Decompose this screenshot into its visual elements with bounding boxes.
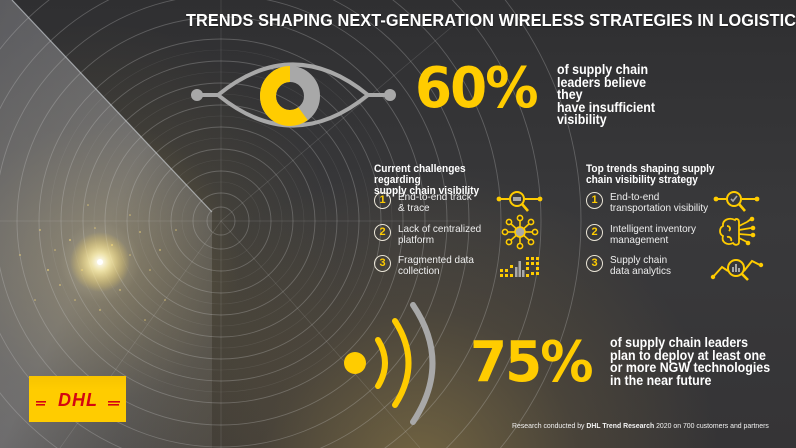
challenge-item-3: 3 Fragmented data collection bbox=[374, 255, 478, 277]
trend-item-3: 3 Supply chain data analytics bbox=[586, 255, 674, 277]
trend-item-1: 1 End-to-end transportation visibility bbox=[586, 192, 713, 214]
number-badge: 3 bbox=[374, 255, 391, 272]
analytics-magnifier-icon bbox=[710, 259, 764, 281]
desc-line: leaders believe they bbox=[557, 74, 647, 102]
dhl-wordmark-icon: DHL bbox=[35, 390, 120, 409]
challenges-title: Current challenges regarding supply chai… bbox=[374, 164, 512, 197]
footnote-suffix: 2020 on 700 customers and partners bbox=[654, 421, 769, 430]
desc-line: in the near future bbox=[610, 372, 712, 388]
track-trace-magnifier-icon bbox=[496, 191, 543, 212]
item-text: End-to-end transportation visibility bbox=[610, 192, 708, 214]
title-line: supply chain visibility bbox=[374, 185, 480, 197]
item-text: Lack of centralized platform bbox=[398, 224, 481, 246]
item-line: Lack of centralized bbox=[398, 223, 482, 235]
stat-ngw-value: 75% bbox=[470, 330, 594, 395]
desc-line: of supply chain leaders bbox=[610, 335, 749, 350]
number-badge: 2 bbox=[586, 224, 603, 241]
item-text: Supply chain data analytics bbox=[610, 255, 671, 277]
fragmented-data-grid-icon bbox=[500, 257, 539, 277]
transport-visibility-magnifier-icon bbox=[713, 191, 760, 212]
title-line: chain visibility strategy bbox=[586, 174, 698, 186]
desc-line: or more NGW technologies bbox=[610, 360, 771, 375]
number-badge: 1 bbox=[374, 192, 391, 209]
svg-text:DHL: DHL bbox=[58, 390, 98, 409]
challenge-item-1: 1 End-to-end track & trace bbox=[374, 192, 476, 214]
item-line: Intelligent inventory bbox=[610, 223, 696, 235]
trend-item-2: 2 Intelligent inventory management bbox=[586, 224, 700, 246]
desc-line: of supply chain bbox=[557, 62, 649, 77]
desc-line: plan to deploy at least one bbox=[610, 347, 766, 363]
stat-visibility-value: 60% bbox=[415, 56, 539, 121]
trends-title: Top trends shaping supply chain visibili… bbox=[586, 164, 724, 186]
brain-circuit-icon bbox=[719, 216, 756, 246]
item-line: & trace bbox=[398, 202, 430, 214]
item-line: management bbox=[610, 234, 669, 246]
number-badge: 2 bbox=[374, 224, 391, 241]
title-line: Top trends shaping supply bbox=[586, 163, 715, 175]
challenge-item-2: 2 Lack of centralized platform bbox=[374, 224, 486, 246]
item-line: collection bbox=[398, 265, 440, 277]
network-hub-icon bbox=[501, 214, 539, 250]
dhl-logo: DHL bbox=[29, 376, 126, 422]
stat-ngw-description: of supply chain leaders plan to deploy a… bbox=[610, 335, 794, 388]
research-footnote: Research conducted by DHL Trend Research… bbox=[512, 421, 769, 430]
item-text: End-to-end track & trace bbox=[398, 192, 472, 214]
item-text: Intelligent inventory management bbox=[610, 224, 696, 246]
item-text: Fragmented data collection bbox=[398, 255, 474, 277]
item-line: transportation visibility bbox=[610, 202, 709, 214]
desc-line: visibility bbox=[557, 112, 607, 127]
desc-line: have insufficient bbox=[557, 99, 656, 115]
title-line: Current challenges regarding bbox=[374, 163, 466, 186]
item-line: Fragmented data bbox=[398, 254, 474, 266]
item-line: platform bbox=[398, 234, 435, 246]
footnote-brand: DHL Trend Research bbox=[586, 421, 655, 430]
item-line: Supply chain bbox=[610, 254, 668, 266]
number-badge: 3 bbox=[586, 255, 603, 272]
number-badge: 1 bbox=[586, 192, 603, 209]
footnote-prefix: Research conducted by bbox=[512, 421, 587, 430]
wireless-signal-icon bbox=[344, 302, 436, 425]
eye-donut-icon bbox=[191, 62, 396, 128]
item-line: data analytics bbox=[610, 265, 672, 277]
stat-visibility-description: of supply chain leaders believe they hav… bbox=[557, 62, 658, 127]
page-title: TRENDS SHAPING NEXT-GENERATION WIRELESS … bbox=[186, 10, 796, 30]
item-line: End-to-end bbox=[610, 191, 660, 203]
item-line: End-to-end track bbox=[398, 191, 472, 203]
